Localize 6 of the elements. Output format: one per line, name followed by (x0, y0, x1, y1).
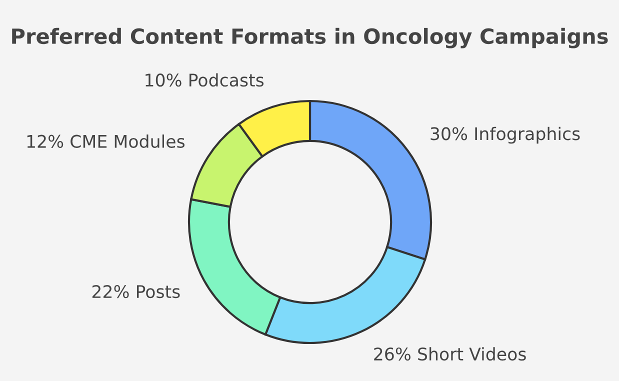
slice-label: 12% CME Modules (27, 134, 185, 148)
slice-label: 26% Short Videos (374, 347, 526, 361)
chart-title: Preferred Content Formats in Oncology Campaigns (12, 28, 608, 48)
slice-label: 22% Posts (92, 285, 180, 298)
slice-label: 30% Infographics (430, 126, 580, 144)
slice-label: 10% Podcasts (146, 73, 264, 87)
